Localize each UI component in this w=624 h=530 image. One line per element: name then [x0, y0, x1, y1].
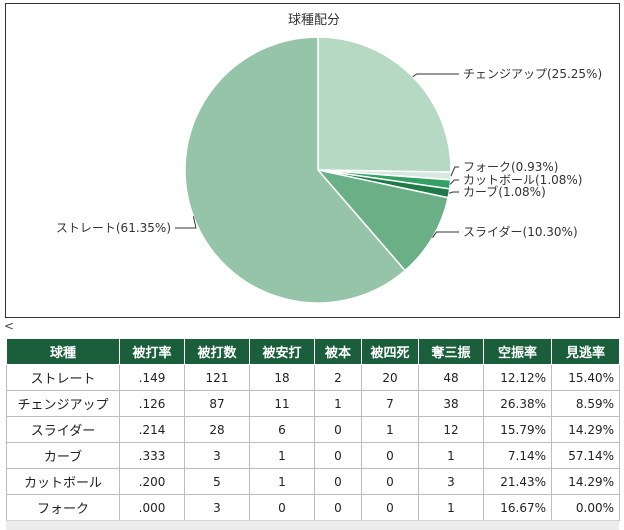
slice-label: ストレート(61.35%) — [56, 221, 171, 235]
header-walks: 被四死 — [361, 338, 419, 365]
horizontal-scrollbar[interactable] — [6, 520, 619, 530]
pitch-type-cell: ストレート — [6, 364, 120, 391]
slice-label: チェンジアップ(25.25%) — [463, 67, 602, 81]
header-at-bats: 被打数 — [184, 338, 250, 365]
stat-cell: .200 — [119, 468, 185, 495]
stat-cell: 16.67% — [483, 494, 552, 521]
stat-cell: 28 — [184, 416, 250, 443]
stat-cell: 0 — [314, 494, 362, 521]
pie-chart: 球種配分 チェンジアップ(25.25%) フォーク(0.93%)カットボール(1.… — [56, 12, 602, 304]
stat-cell: 1 — [418, 494, 484, 521]
pie-slice — [317, 36, 452, 173]
stat-cell: 6 — [249, 416, 315, 443]
stat-cell: 1 — [314, 390, 362, 417]
scroll-left-indicator[interactable]: < — [4, 319, 15, 333]
stat-cell: 14.29% — [551, 468, 620, 495]
label-connector — [412, 73, 459, 78]
stat-cell: 87 — [184, 390, 250, 417]
header-strikeouts: 奪三振 — [418, 338, 484, 365]
stat-cell: 57.14% — [551, 442, 620, 469]
stat-cell: 3 — [418, 468, 484, 495]
pitch-type-cell: カットボール — [6, 468, 120, 495]
stat-cell: 0 — [361, 442, 419, 469]
label-connector — [432, 231, 459, 238]
stat-cell: 2 — [314, 364, 362, 391]
slice-label: フォーク(0.93%) — [463, 160, 559, 174]
label-connector — [450, 166, 459, 177]
stat-cell: 121 — [184, 364, 250, 391]
slice-label: スライダー(10.30%) — [463, 224, 578, 239]
stat-cell: 15.79% — [483, 416, 552, 443]
stat-cell: 3 — [184, 494, 250, 521]
pitch-type-cell: カーブ — [6, 442, 120, 469]
stat-cell: 1 — [249, 468, 315, 495]
stat-cell: 1 — [418, 442, 484, 469]
header-batting-avg: 被打率 — [119, 338, 185, 365]
stat-cell: 0 — [361, 468, 419, 495]
table-row: スライダー .214 28 6 0 1 12 15.79% 14.29% — [6, 416, 620, 443]
header-hits: 被安打 — [249, 338, 315, 365]
table-row: カーブ .333 3 1 0 0 1 7.14% 57.14% — [6, 442, 620, 469]
header-called-strike-rate: 見逃率 — [551, 338, 620, 365]
stat-cell: 8.59% — [551, 390, 620, 417]
stat-cell: 11 — [249, 390, 315, 417]
stat-cell: .126 — [119, 390, 185, 417]
table-header-row: 球種 被打率 被打数 被安打 被本 被四死 奪三振 空振率 見逃率 — [6, 338, 620, 365]
stat-cell: 3 — [184, 442, 250, 469]
label-connector — [449, 179, 459, 185]
table-row: ストレート .149 121 18 2 20 48 12.12% 15.40% — [6, 364, 620, 391]
pie-chart-panel: 球種配分 チェンジアップ(25.25%) フォーク(0.93%) カットボール(1.… — [5, 3, 620, 318]
stat-cell: 48 — [418, 364, 484, 391]
stat-cell: .149 — [119, 364, 185, 391]
label-connector — [448, 191, 459, 194]
stat-cell: 18 — [249, 364, 315, 391]
table-row: チェンジアップ .126 87 11 1 7 38 26.38% 8.59% — [6, 390, 620, 417]
stat-cell: 26.38% — [483, 390, 552, 417]
chart-title: 球種配分 — [288, 12, 340, 28]
stat-cell: 0 — [314, 442, 362, 469]
stat-cell: 7.14% — [483, 442, 552, 469]
stat-cell: 7 — [361, 390, 419, 417]
slice-label: カーブ(1.08%) — [463, 184, 546, 199]
stat-cell: 38 — [418, 390, 484, 417]
pitch-stats-table: 球種 被打率 被打数 被安打 被本 被四死 奪三振 空振率 見逃率 ストレート.… — [6, 338, 620, 521]
stat-cell: 0 — [361, 494, 419, 521]
table-row: フォーク .000 3 0 0 0 1 16.67% 0.00% — [6, 494, 620, 521]
pitch-type-cell: チェンジアップ — [6, 390, 120, 417]
slice-label: カットボール(1.08%) — [463, 173, 583, 187]
stat-cell: 20 — [361, 364, 419, 391]
pitch-type-cell: フォーク — [6, 494, 120, 521]
stat-cell: 5 — [184, 468, 250, 495]
stat-cell: 15.40% — [551, 364, 620, 391]
stat-cell: 0 — [314, 468, 362, 495]
label-connector — [175, 216, 197, 229]
stat-cell: .333 — [119, 442, 185, 469]
stat-cell: 0 — [249, 494, 315, 521]
stat-cell: 1 — [361, 416, 419, 443]
header-home-runs: 被本 — [314, 338, 362, 365]
header-swing-miss-rate: 空振率 — [483, 338, 552, 365]
stat-cell: 12.12% — [483, 364, 552, 391]
stat-cell: 0 — [314, 416, 362, 443]
pitch-type-cell: スライダー — [6, 416, 120, 443]
table-row: カットボール .200 5 1 0 0 3 21.43% 14.29% — [6, 468, 620, 495]
stat-cell: 1 — [249, 442, 315, 469]
stat-cell: .000 — [119, 494, 185, 521]
stat-cell: 12 — [418, 416, 484, 443]
stat-cell: 0.00% — [551, 494, 620, 521]
header-pitch-type: 球種 — [6, 338, 120, 365]
stat-cell: 14.29% — [551, 416, 620, 443]
stat-cell: 21.43% — [483, 468, 552, 495]
stat-cell: .214 — [119, 416, 185, 443]
